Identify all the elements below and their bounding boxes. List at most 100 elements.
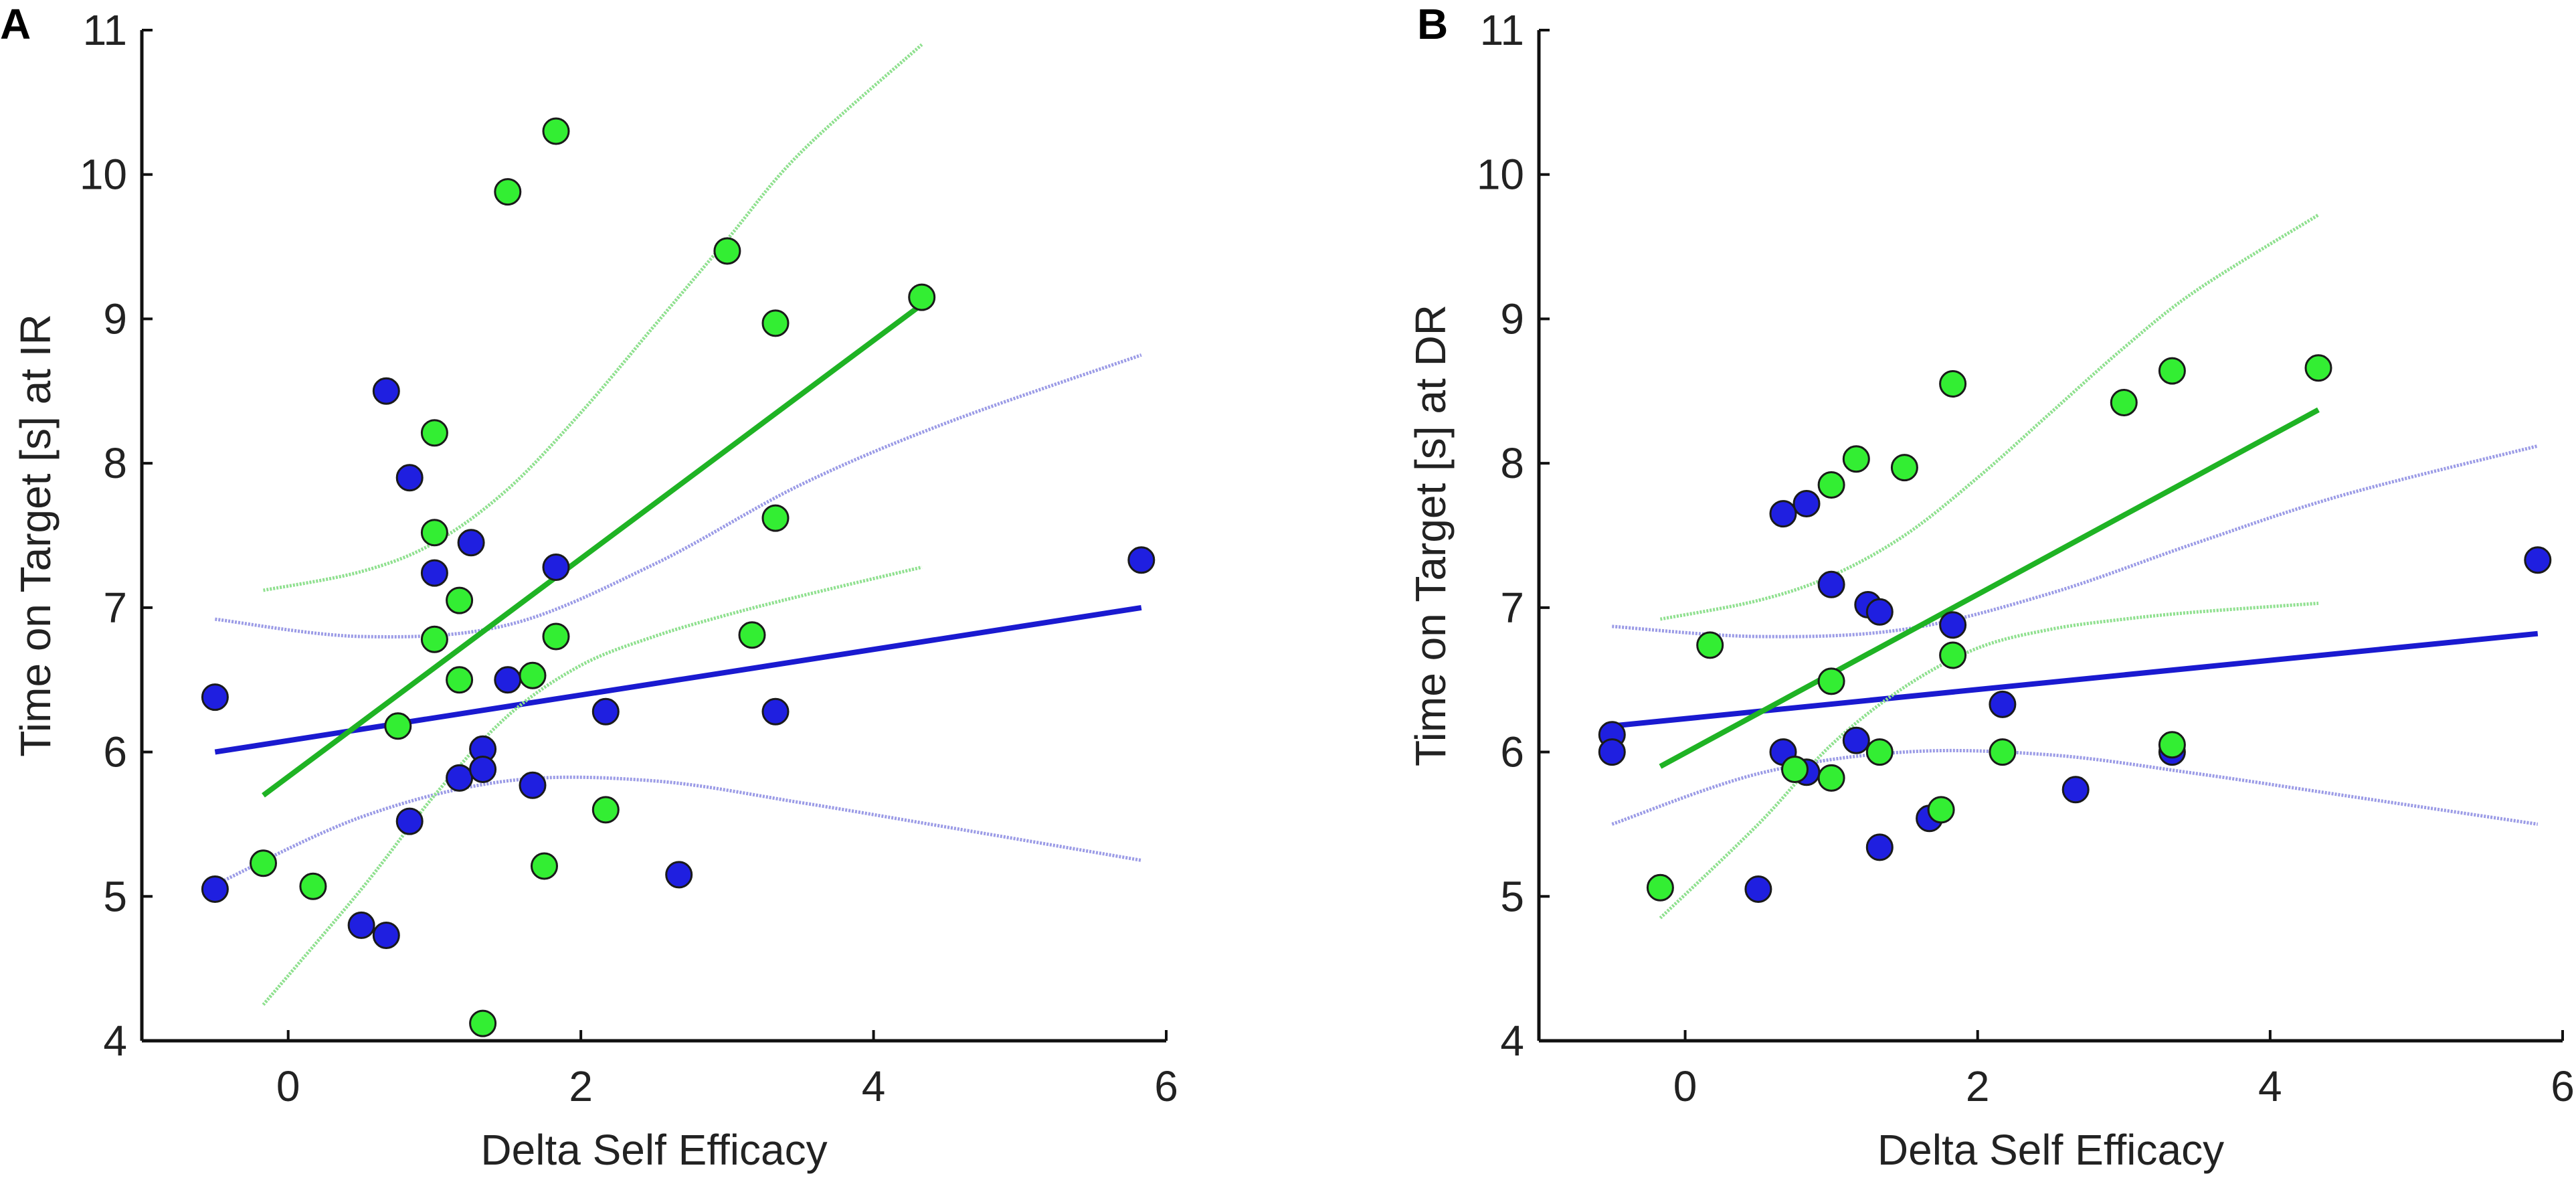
green-data-point bbox=[1646, 873, 1674, 902]
panel-label: A bbox=[0, 0, 31, 48]
green-data-point bbox=[469, 1009, 497, 1037]
green-ci-lower-line bbox=[262, 566, 923, 1006]
blue-data-point bbox=[519, 771, 547, 799]
blue-data-point bbox=[457, 529, 485, 557]
green-data-point bbox=[446, 586, 474, 614]
green-ci-upper-line bbox=[1659, 213, 2320, 621]
blue-data-point bbox=[201, 875, 229, 903]
blue-data-point bbox=[1865, 833, 1894, 861]
y-tick-label: 5 bbox=[103, 872, 127, 920]
blue-data-point bbox=[395, 807, 424, 835]
y-tick-label: 11 bbox=[1480, 6, 1524, 54]
blue-data-point bbox=[1127, 546, 1156, 574]
green-data-point bbox=[420, 625, 448, 653]
green-data-point bbox=[250, 849, 277, 877]
blue-fit-line bbox=[214, 604, 1142, 755]
x-tick-label: 0 bbox=[276, 1062, 300, 1110]
green-data-point bbox=[519, 661, 547, 689]
y-tick-label: 8 bbox=[103, 439, 127, 487]
green-data-point bbox=[542, 117, 570, 145]
green-data-point bbox=[761, 309, 790, 337]
x-axis-label: Delta Self Efficacy bbox=[480, 1126, 827, 1174]
green-data-point bbox=[531, 852, 558, 880]
y-tick-label: 7 bbox=[1500, 584, 1524, 632]
green-data-point bbox=[761, 504, 790, 532]
blue-data-point bbox=[1792, 490, 1821, 517]
x-axis-label: Delta Self Efficacy bbox=[1877, 1126, 2224, 1174]
blue-data-point bbox=[1865, 598, 1894, 626]
y-tick-label: 6 bbox=[1500, 728, 1524, 776]
green-data-point bbox=[1927, 796, 1955, 824]
blue-ci-upper-line bbox=[1612, 444, 2539, 639]
blue-ci-lower-line bbox=[214, 775, 1142, 887]
y-tick-label: 9 bbox=[1500, 294, 1524, 343]
panel-a: A 4 5 6 7 8 9 10 11 0 2 4 6 Delta Self Efficacy Time o… bbox=[0, 0, 1178, 1174]
green-data-point bbox=[420, 519, 448, 547]
green-data-point bbox=[2158, 357, 2186, 385]
green-data-point bbox=[299, 872, 327, 900]
green-data-point bbox=[446, 666, 474, 694]
blue-data-point bbox=[347, 911, 375, 939]
blue-fit-line bbox=[1611, 630, 2539, 729]
green-data-point bbox=[1696, 631, 1724, 659]
y-tick-label: 10 bbox=[1477, 151, 1524, 199]
green-data-point bbox=[1842, 445, 1870, 473]
blue-data-point bbox=[420, 559, 448, 587]
green-data-point bbox=[908, 283, 936, 311]
blue-data-point bbox=[591, 697, 620, 726]
y-tick-label: 4 bbox=[1500, 1017, 1524, 1065]
green-data-point bbox=[738, 621, 766, 649]
green-data-point bbox=[1939, 370, 1967, 398]
blue-data-point bbox=[2061, 776, 2090, 804]
blue-data-point bbox=[494, 666, 522, 694]
y-axis-label: Time on Target [s] at IR bbox=[11, 314, 60, 757]
y-tick-label: 6 bbox=[103, 728, 127, 776]
blue-data-point bbox=[1939, 611, 1967, 639]
y-tick-label: 9 bbox=[103, 294, 127, 343]
x-tick-label: 4 bbox=[862, 1062, 886, 1110]
blue-ci-lower-line bbox=[1611, 748, 2539, 826]
blue-data-point bbox=[446, 764, 474, 792]
panel-b: B 4 5 6 7 8 9 10 11 0 2 4 6 Delta Self Efficacy Time o… bbox=[1406, 0, 2575, 1174]
y-tick-label: 7 bbox=[103, 584, 127, 632]
panel-label: B bbox=[1417, 0, 1448, 48]
y-tick-label: 4 bbox=[103, 1017, 127, 1065]
x-tick-label: 6 bbox=[1154, 1062, 1178, 1110]
x-tick-label: 0 bbox=[1673, 1062, 1697, 1110]
blue-data-point bbox=[372, 377, 400, 405]
green-fit-line bbox=[1659, 407, 2320, 769]
x-tick-label: 4 bbox=[2258, 1062, 2282, 1110]
blue-data-point bbox=[1817, 570, 1845, 598]
green-fit-line bbox=[262, 302, 924, 798]
y-tick-label: 5 bbox=[1500, 872, 1524, 920]
green-data-point bbox=[1939, 641, 1967, 669]
green-data-point bbox=[1865, 738, 1894, 766]
green-data-point bbox=[1817, 471, 1845, 499]
blue-data-point bbox=[665, 861, 693, 889]
x-tick-label: 2 bbox=[569, 1062, 593, 1110]
blue-data-point bbox=[469, 756, 497, 783]
x-tick-label: 2 bbox=[1966, 1062, 1990, 1110]
green-data-point bbox=[1890, 454, 1918, 482]
green-data-point bbox=[1781, 756, 1809, 783]
green-data-point bbox=[384, 712, 412, 740]
green-data-point bbox=[494, 178, 522, 206]
y-tick-label: 8 bbox=[1500, 439, 1524, 487]
blue-data-point bbox=[395, 464, 424, 492]
blue-data-point bbox=[1842, 726, 1870, 754]
blue-data-point bbox=[1769, 500, 1797, 528]
green-data-point bbox=[1989, 738, 2017, 766]
blue-data-point bbox=[542, 554, 570, 581]
blue-ci-upper-line bbox=[215, 353, 1142, 639]
blue-data-point bbox=[372, 922, 400, 949]
blue-data-point bbox=[201, 683, 229, 711]
green-data-point bbox=[713, 237, 741, 265]
green-ci-lower-line bbox=[1659, 601, 2319, 920]
blue-data-point bbox=[761, 697, 790, 726]
blue-data-point bbox=[2524, 546, 2552, 574]
green-data-point bbox=[1817, 667, 1845, 695]
green-data-point bbox=[2304, 354, 2332, 382]
green-data-point bbox=[2110, 389, 2138, 416]
y-tick-label: 10 bbox=[80, 151, 127, 199]
